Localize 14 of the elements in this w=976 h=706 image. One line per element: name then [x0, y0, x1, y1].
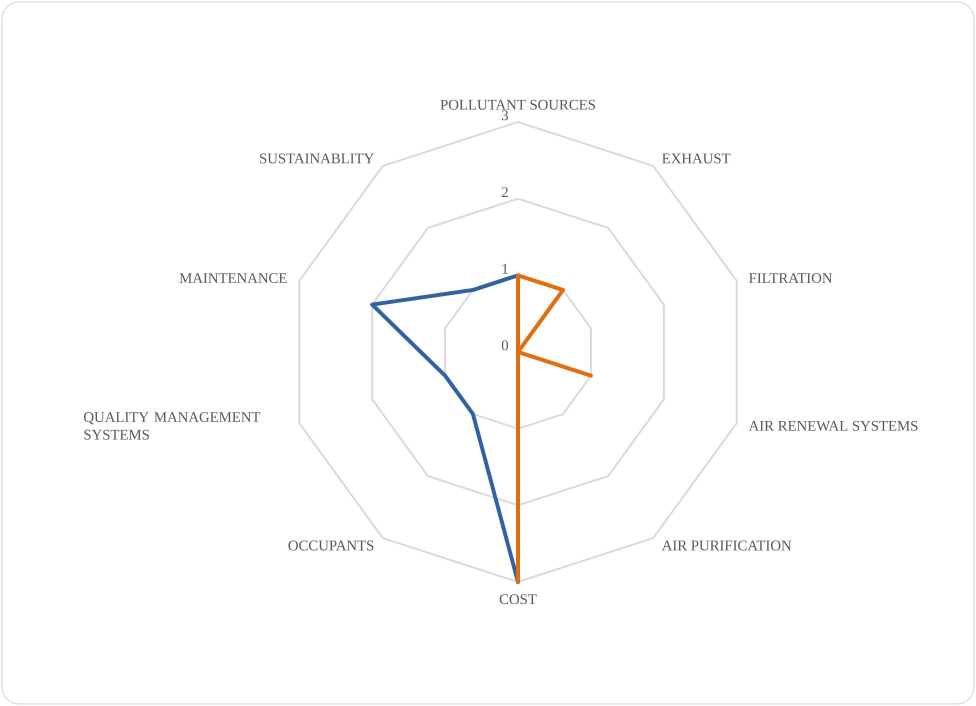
spoke-label: QUALITY MANAGEMENT SYSTEMS [84, 412, 260, 440]
spoke-label: MAINTENANCE [180, 273, 287, 284]
spoke-label: EXHAUST [662, 154, 730, 164]
spoke-label: FILTRATION [749, 273, 832, 284]
spoke-label: SUSTAINABLITY [260, 154, 374, 164]
spoke-label: COST [500, 594, 537, 604]
spoke-label: AIR RENEWAL SYSTEMS [748, 420, 918, 431]
spoke-label: AIR PURIFICATION [662, 540, 792, 550]
spoke-label: OCCUPANTS [288, 540, 374, 550]
y-tick-label: 2 [502, 187, 508, 197]
y-tick-label: 3 [502, 110, 508, 120]
y-tick-label: 0 [502, 340, 508, 350]
spoke-label: POLLUTANT SOURCES [440, 100, 596, 110]
y-tick-label: 1 [502, 264, 508, 274]
